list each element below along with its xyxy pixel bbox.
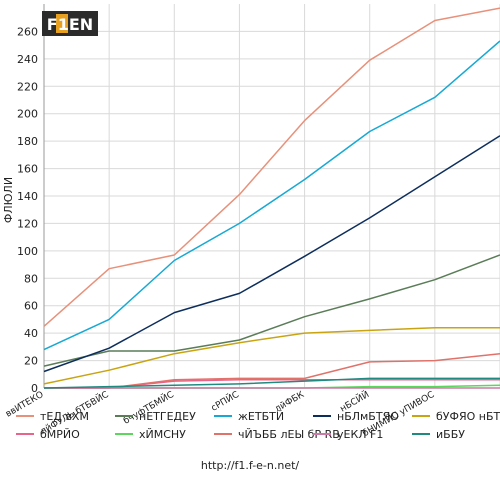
legend-label-2: жЕТБТЙ: [238, 410, 284, 423]
y-tick-label-0: 0: [31, 382, 38, 395]
logo-background: [42, 11, 98, 36]
legend-label-0: тЕД вХМ: [40, 410, 89, 423]
legend-label-6: хЙМСНУ: [139, 428, 186, 441]
series-line-3: [43, 135, 500, 373]
logo: F1EN: [42, 11, 98, 36]
legend-label-8: уЕКЛ F1: [337, 428, 383, 441]
y-tick-label-10: 200: [17, 108, 38, 121]
footer-url[interactable]: http://f1.f-e-n.net/: [201, 459, 300, 472]
legend-label-7: чЙЪББ лЕЫ бР RB: [238, 428, 340, 441]
series-line-1: [43, 254, 500, 367]
y-tick-label-4: 80: [24, 272, 38, 285]
y-tick-label-1: 20: [24, 355, 38, 368]
legend-label-1: нЕТГЕДЕУ: [139, 410, 196, 423]
y-tick-label-7: 140: [17, 190, 38, 203]
x-tick-label-3: сРПЙС: [209, 388, 241, 413]
legend-label-4: бУФЯО нБТФЙО: [436, 410, 500, 423]
legend-label-9: иББУ: [436, 428, 465, 441]
y-tick-label-8: 160: [17, 163, 38, 176]
series-line-4: [43, 326, 500, 385]
legend: тЕД вХМ нЕТГЕДЕУ жЕТБТЙ нБЛмБТЯО бУФЯО нБТФЙ…: [16, 410, 500, 441]
legend-label-3: нБЛмБТЯО: [337, 410, 399, 423]
series-lines: [43, 7, 500, 389]
y-tick-labels: 0 20 40 60 80 100 120 140 160 180 200 220 240 260: [17, 25, 38, 395]
legend-label-5: бМРЙО: [40, 428, 80, 441]
y-tick-label-2: 40: [24, 327, 38, 340]
logo-accent: [56, 14, 68, 33]
y-axis-label: ФЛЮЛИ: [2, 177, 15, 223]
y-tick-label-9: 180: [17, 135, 38, 148]
series-line-0: [43, 7, 500, 327]
series-line-9: [43, 377, 500, 389]
y-tick-label-5: 100: [17, 245, 38, 258]
series-line-2: [43, 40, 500, 351]
y-tick-label-3: 60: [24, 300, 38, 313]
y-tick-label-11: 220: [17, 80, 38, 93]
y-tick-label-6: 120: [17, 217, 38, 230]
y-tick-label-13: 260: [17, 25, 38, 38]
grid: [43, 4, 500, 389]
y-tick-label-12: 240: [17, 53, 38, 66]
logo-text: F1EN: [47, 15, 93, 34]
